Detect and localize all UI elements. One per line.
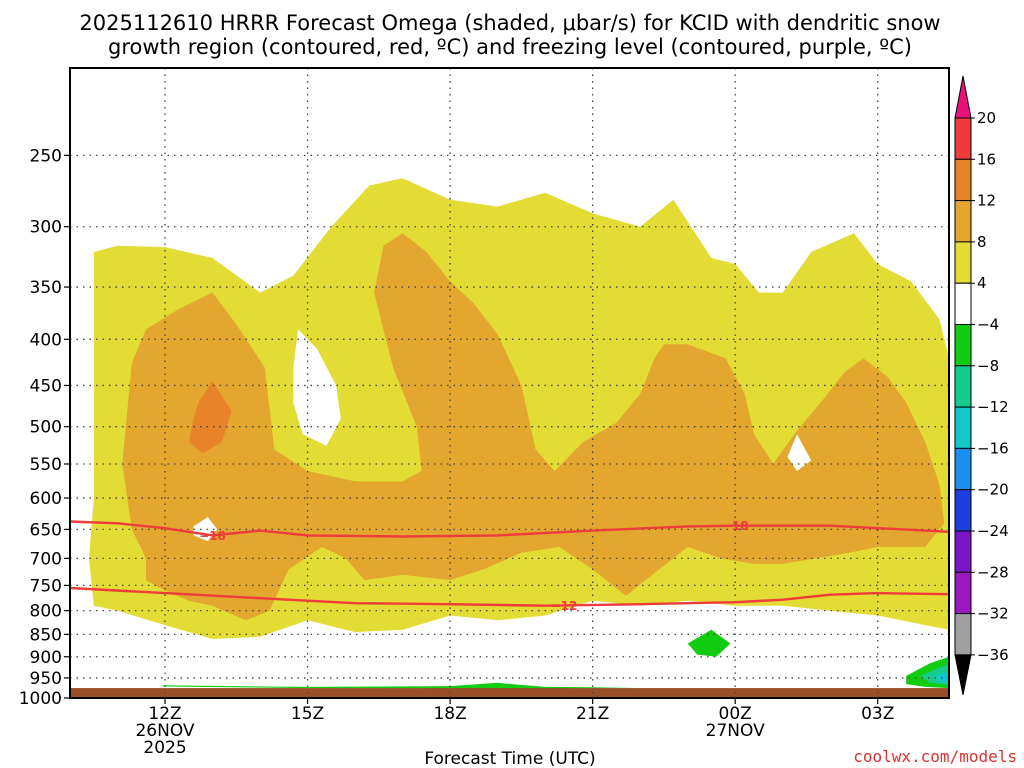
contour-label: −18 [722,519,749,533]
colorbar-bottom-arrow [954,654,972,695]
ground [70,688,949,698]
contour-label: −18 [199,529,226,543]
ground-surface [70,688,949,698]
colorbar-label: 16 [977,150,996,168]
colorbar-swatch [954,158,972,202]
colorbar-swatch [954,530,972,573]
colorbar-swatch [954,282,972,326]
temperature-contours: −18 −18 −12 [69,519,950,613]
y-tick-label: 750 [30,576,62,596]
x-tick-label: 2025 [143,738,186,758]
plot-frame [69,67,950,699]
y-tick-label: 900 [30,648,62,668]
colorbar-swatch [954,406,972,449]
colorbar-label: −8 [977,357,999,375]
x-tick-label: 26NOV [135,721,194,741]
x-tick-label: 21Z [576,704,609,724]
y-tick-label: 850 [30,625,62,645]
colorbar-label: −24 [977,522,1009,540]
colorbar-swatch [954,571,972,615]
y-tick-label: 300 [30,218,62,238]
colorbar-label: −20 [977,481,1009,499]
y-tick-label: 700 [30,549,62,569]
x-tick-label: 27NOV [706,721,765,741]
credit-link[interactable]: coolwx.com/models [853,747,1017,766]
colorbar-label: 12 [977,192,996,210]
colorbar-label: −28 [977,563,1009,581]
colorbar-label: 8 [977,233,987,251]
x-tick-label: 18Z [433,704,466,724]
contour-line-0 [69,520,950,538]
colorbar-swatch [954,324,972,367]
colorbar-label: −32 [977,605,1009,623]
y-tick-label: 1000 [19,689,62,709]
title-line-1: 2025112610 HRRR Forecast Omega (shaded, … [79,11,940,35]
y-tick-label: 250 [30,146,62,166]
plot-area: −18 −18 −12 [69,67,950,699]
colorbar-swatch [954,200,972,243]
y-tick-label: 950 [30,669,62,689]
y-tick-label: 650 [30,520,62,540]
colorbar-swatch [954,365,972,408]
omega-region-7 [160,682,641,689]
colorbar-swatch [954,117,972,160]
omega-region-10 [934,671,949,683]
omega-region-4 [787,434,812,471]
colorbar-swatch [954,447,972,491]
contour-label: −12 [551,599,578,613]
y-tick-label: 600 [30,489,62,509]
colorbar-top-arrow [954,75,972,119]
y-tick-label: 350 [30,278,62,298]
colorbar-label: −16 [977,439,1009,457]
omega-region-2 [188,381,232,454]
colorbar-swatch [954,241,972,284]
x-tick-label: 00Z [719,704,752,724]
x-tick-label: 12Z [148,704,181,724]
x-tick-label: 03Z [861,704,894,724]
y-tick-label: 800 [30,602,62,622]
colorbar-label: 20 [977,109,996,127]
omega-region-3 [293,329,341,446]
colorbar-label: −4 [977,316,999,334]
colorbar-label: −36 [977,646,1009,664]
x-tick-label: 15Z [291,704,324,724]
colorbar-label: 4 [977,274,987,292]
colorbar-swatch [954,613,972,656]
omega-region-1 [122,233,945,621]
colorbar-label: −12 [977,398,1009,416]
x-axis-title: Forecast Time (UTC) [424,749,595,768]
omega-region-6 [687,629,731,657]
y-tick-label: 400 [30,330,62,350]
colorbar-swatch [954,489,972,532]
colorbar: 20 16 12 8 4 −4 −8 −12 −16 −20 −24 −28 −32 −36 [954,75,1009,695]
y-tick-label: 550 [30,455,62,475]
title-line-2: growth region (contoured, red, ºC) and f… [108,35,912,59]
contour-line-1 [69,586,950,607]
omega-shading [89,178,949,689]
y-axis: 250 300 350 400 450 500 550 600 650 700 750 800 850 9… [19,146,70,709]
y-tick-label: 450 [30,376,62,396]
grid-lines [70,68,949,699]
y-tick-label: 500 [30,418,62,438]
